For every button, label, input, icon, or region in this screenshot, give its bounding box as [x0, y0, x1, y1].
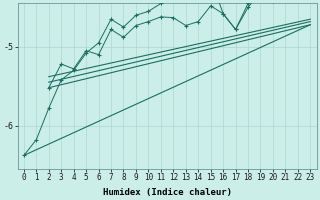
- X-axis label: Humidex (Indice chaleur): Humidex (Indice chaleur): [103, 188, 232, 197]
